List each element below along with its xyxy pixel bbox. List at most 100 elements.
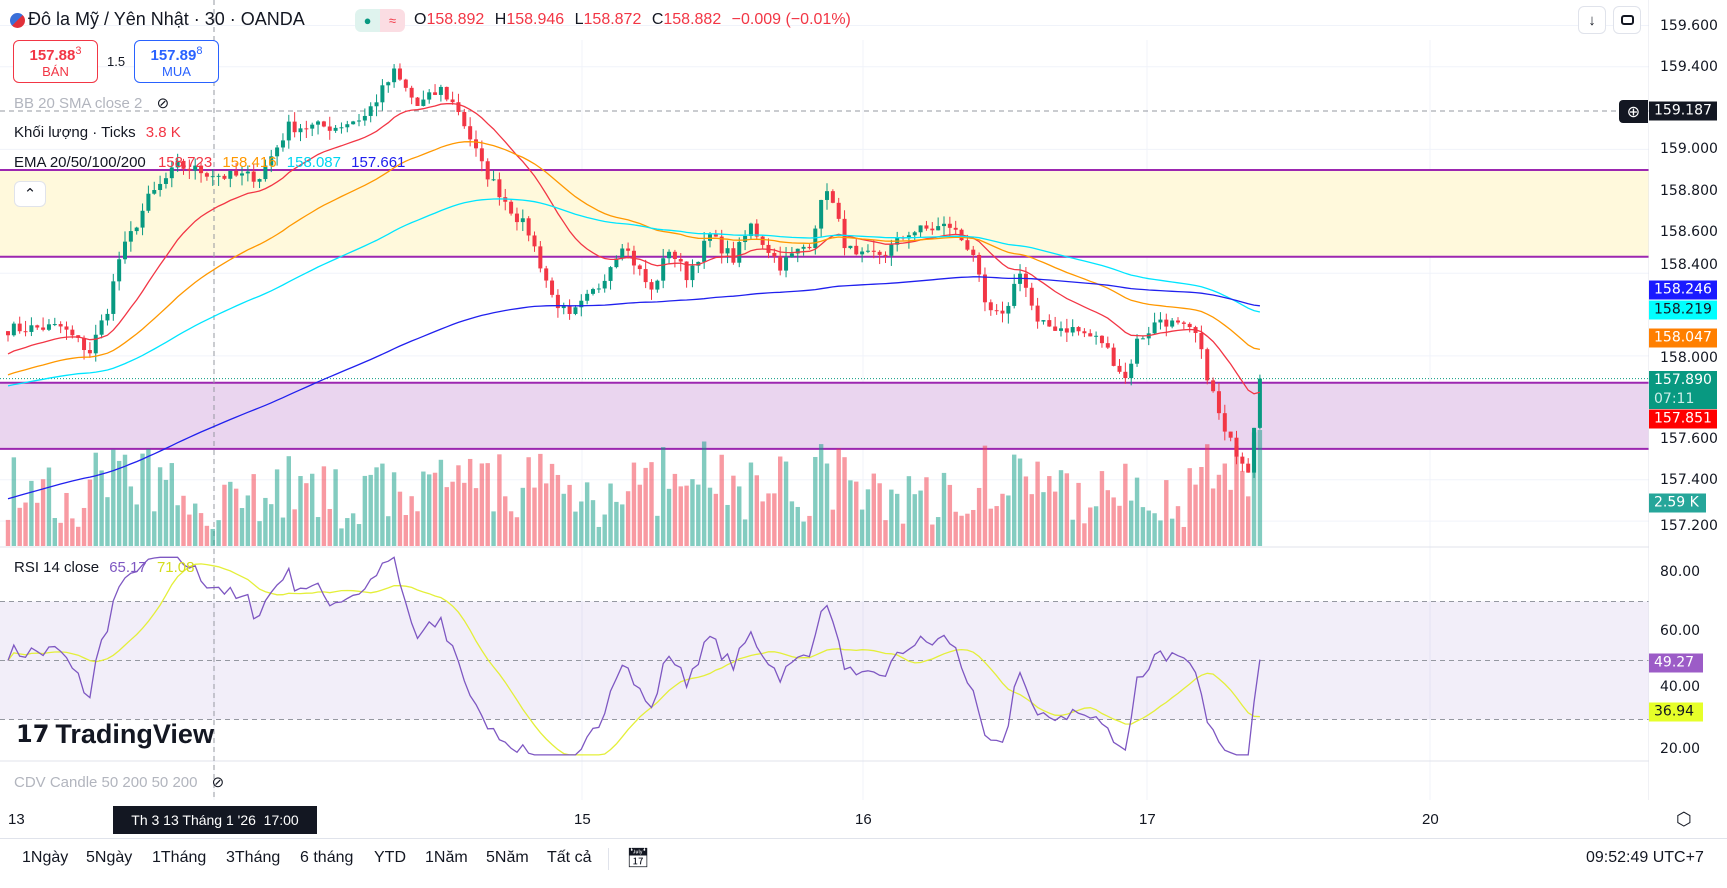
candle-body: [672, 251, 677, 260]
candle-body: [263, 165, 268, 180]
collapse-legend-button[interactable]: ⌃: [14, 181, 46, 207]
candle-body: [801, 246, 806, 249]
candle-body: [245, 171, 250, 174]
candle-body: [860, 251, 865, 255]
volume-bar: [1187, 468, 1192, 546]
market-status[interactable]: ● ≈: [355, 9, 405, 32]
volume-bar: [696, 484, 701, 546]
candle-body: [327, 126, 332, 131]
volume-bar: [222, 484, 227, 546]
volume-bar: [304, 483, 309, 546]
range-1y[interactable]: 1Năm: [425, 849, 468, 866]
candle-body: [199, 165, 204, 174]
volume-bar: [906, 476, 912, 546]
range-ytd[interactable]: YTD: [374, 849, 406, 866]
candle-body: [579, 300, 584, 308]
candle-body: [930, 228, 935, 231]
volume-bar: [918, 490, 923, 546]
volume-bar: [52, 518, 57, 546]
candle-body: [719, 236, 724, 254]
candle-body: [316, 121, 321, 125]
range-3m[interactable]: 3Tháng: [226, 849, 281, 866]
candle-body: [871, 250, 876, 252]
range-6m[interactable]: 6 tháng: [300, 849, 354, 866]
candle-body: [526, 218, 531, 236]
volume-bar: [1152, 513, 1157, 546]
range-5y[interactable]: 5Năm: [486, 849, 529, 866]
volume-bar: [526, 457, 531, 546]
range-5d[interactable]: 5Ngày: [86, 849, 133, 866]
candle-body: [906, 235, 911, 239]
candle-body: [1082, 331, 1087, 334]
eye-off-icon[interactable]: ⊘: [156, 95, 170, 112]
candle-body: [397, 68, 402, 80]
volume-bar: [245, 495, 251, 546]
range-1m[interactable]: 1Tháng: [152, 849, 207, 866]
volume-bar: [865, 489, 871, 546]
rsi-legend[interactable]: RSI 14 close 65.17 71.08: [14, 559, 195, 576]
volume-bar: [672, 473, 678, 546]
price-axis-label: 158.600: [1660, 224, 1718, 240]
range-all[interactable]: Tất cả: [547, 849, 592, 866]
candle-body: [637, 265, 642, 270]
volume-bar: [1164, 480, 1169, 546]
volume-bar: [1064, 473, 1070, 546]
eye-off-icon[interactable]: ⊘: [211, 774, 225, 791]
volume-bar: [971, 509, 976, 546]
candle-body: [971, 249, 976, 255]
volume-bar: [333, 469, 338, 546]
zone-rectangle: [0, 382, 1649, 449]
volume-bar: [1199, 467, 1204, 546]
volume-bar: [637, 484, 642, 546]
scroll-to-latest-button[interactable]: ↓: [1578, 6, 1606, 34]
volume-bar: [11, 457, 17, 546]
candle-body: [836, 202, 841, 219]
volume-bar: [391, 472, 397, 546]
ema50-line: [7, 141, 1261, 376]
ema-legend[interactable]: EMA 20/50/100/200 158.723 158.416 158.08…: [14, 154, 406, 171]
symbol-title[interactable]: Đô la Mỹ / Yên Nhật · 30 · OANDA: [28, 9, 305, 29]
candle-body: [825, 191, 829, 200]
candle-body: [1099, 335, 1104, 344]
candle-body: [269, 156, 274, 166]
plus-circle-icon: ⊕: [1626, 103, 1641, 121]
buy-button[interactable]: 157.898 MUA: [134, 40, 219, 83]
volume-bar: [584, 482, 590, 546]
range-1d[interactable]: 1Ngày: [22, 849, 69, 866]
rsi-badge: 49.27: [1649, 653, 1703, 673]
add-alert-button[interactable]: ⊕: [1619, 100, 1648, 123]
candle-body: [444, 86, 449, 100]
go-to-date-button[interactable]: 📅︎: [626, 846, 650, 870]
volume-bar: [725, 504, 730, 546]
volume-bar: [590, 500, 596, 546]
bb-legend[interactable]: BB 20 SMA close 2 ⊘: [14, 95, 170, 112]
candle-body: [29, 325, 34, 332]
candle-body: [310, 124, 315, 129]
volume-bar: [976, 487, 982, 546]
candle-body: [1059, 328, 1063, 331]
volume-bar: [1023, 476, 1029, 546]
fullscreen-button[interactable]: [1613, 6, 1641, 34]
volume-bar: [514, 517, 520, 546]
chart-canvas[interactable]: [0, 0, 1649, 800]
volume-legend[interactable]: Khối lượng · Ticks 3.8 K: [14, 124, 181, 141]
cdv-legend[interactable]: CDV Candle 50 200 50 200 ⊘: [14, 774, 225, 791]
clock-timezone[interactable]: 09:52:49 UTC+7: [1586, 849, 1704, 866]
candle-body: [380, 85, 385, 103]
candle-body: [23, 331, 28, 333]
volume-bar: [649, 462, 654, 546]
volume-bar: [87, 479, 93, 546]
volume-bar: [848, 480, 853, 546]
candle-body: [351, 121, 356, 125]
symbol-flag-icon: [10, 13, 25, 28]
candle-body: [912, 232, 917, 236]
chart-settings-button[interactable]: ⬡: [1676, 809, 1692, 830]
candle-body: [1123, 371, 1128, 379]
candle-body: [994, 310, 999, 312]
delayed-wave-icon: ≈: [380, 9, 405, 32]
candle-body: [1041, 320, 1046, 322]
tradingview-logo[interactable]: 𝟭𝟳 TradingView: [16, 719, 214, 749]
volume-bar: [210, 528, 215, 546]
volume-bar: [140, 453, 145, 546]
sell-button[interactable]: 157.883 BÁN: [13, 40, 98, 83]
